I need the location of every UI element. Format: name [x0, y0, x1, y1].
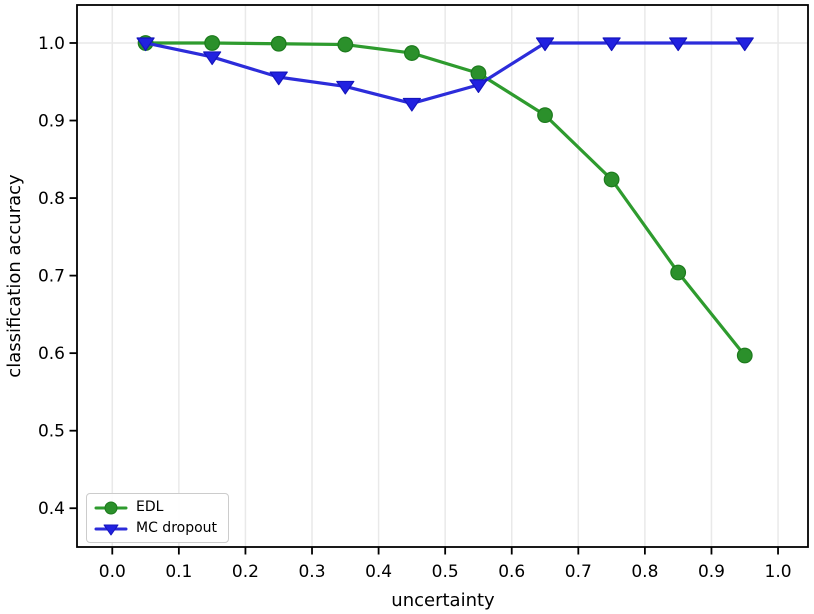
y-tick-label: 0.5: [38, 422, 65, 442]
edl-marker: [670, 264, 687, 281]
mc-dropout-marker: [402, 97, 421, 112]
legend-circle-marker: [104, 501, 118, 514]
mc-dropout-marker: [469, 79, 488, 93]
mc-dropout-marker: [669, 37, 688, 52]
x-tick-label: 0.9: [698, 562, 725, 582]
edl-marker: [403, 45, 420, 61]
y-tick-label: 0.7: [38, 267, 65, 287]
tick-labels: 0.0 0.1 0.2 0.3 0.4 0.5 0.6 0.7 0.8 0.9 1.0 0.4 0.5 0…: [38, 34, 792, 582]
edl-line: [143, 41, 747, 358]
x-tick-label: 0.0: [99, 562, 126, 582]
mc-dropout-marker: [336, 80, 355, 95]
edl-marker: [204, 35, 221, 51]
edl-marker: [470, 65, 487, 82]
x-tick-label: 0.7: [565, 562, 592, 582]
edl-marker: [736, 347, 753, 364]
x-tick-label: 0.8: [631, 562, 658, 582]
x-tick-label: 0.4: [365, 562, 392, 582]
x-tick-label: 0.5: [432, 562, 459, 582]
edl-marker: [537, 107, 553, 124]
x-axis-label: uncertainty: [391, 590, 495, 611]
y-tick-label: 0.6: [38, 344, 65, 364]
y-tick-label: 0.8: [38, 189, 65, 209]
mc-dropout-marker: [203, 51, 222, 66]
y-axis-label: classification accuracy: [4, 174, 25, 378]
series-group: [136, 35, 754, 364]
legend-item-edl: EDL: [94, 497, 217, 518]
x-tick-label: 1.0: [765, 562, 792, 582]
plot-border: [76, 4, 809, 548]
x-tick-label: 0.6: [498, 562, 525, 582]
mc-dropout-marker: [269, 71, 288, 86]
legend-triangle-marker: [103, 524, 119, 535]
mc-dropout-marker: [535, 37, 555, 52]
edl-marker: [270, 35, 287, 52]
mc-dropout-marker: [602, 37, 621, 52]
legend-item-mc-dropout: MC dropout: [94, 518, 217, 539]
mc-dropout-marker: [735, 37, 754, 52]
x-tick-label: 0.1: [165, 562, 192, 582]
mc-dropout-line: [143, 41, 747, 106]
x-tick-label: 0.3: [298, 562, 325, 582]
edl-marker: [603, 171, 620, 188]
legend-label-mc-dropout: MC dropout: [136, 520, 218, 536]
x-tick-label: 0.2: [232, 562, 259, 582]
y-tick-label: 0.9: [38, 112, 65, 132]
legend: EDL MC dropout: [86, 493, 230, 543]
mc-dropout-line-marker-icon: [94, 524, 128, 535]
edl-line-marker-icon: [94, 501, 128, 514]
gridlines: [77, 5, 808, 547]
axis-ticks: [69, 42, 779, 555]
mc-dropout-marker: [136, 37, 155, 52]
edl-marker: [337, 36, 354, 53]
legend-label-edl: EDL: [136, 499, 164, 515]
y-tick-label: 1.0: [38, 34, 65, 54]
y-tick-label: 0.4: [38, 499, 65, 519]
